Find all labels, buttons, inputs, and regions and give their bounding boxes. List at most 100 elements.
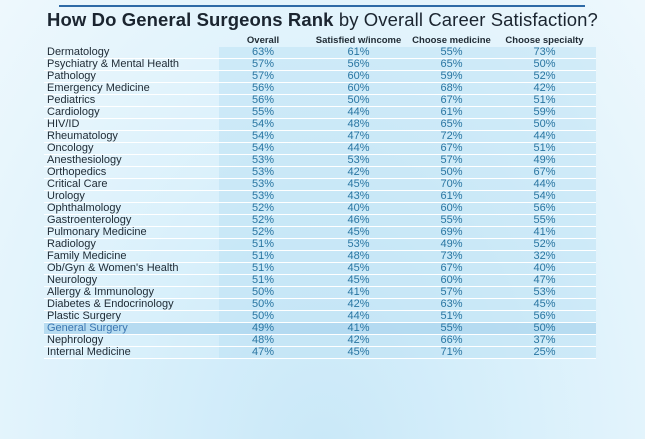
- satisfied-income-value: 61%: [307, 47, 410, 59]
- choose-medicine-value: 67%: [410, 142, 493, 155]
- specialty-name: Neurology: [44, 274, 219, 287]
- choose-medicine-value: 55%: [410, 322, 493, 335]
- specialty-name: Anesthesiology: [44, 154, 219, 167]
- choose-specialty-value: 73%: [493, 47, 596, 59]
- specialty-name: Emergency Medicine: [44, 82, 219, 95]
- choose-medicine-value: 61%: [410, 190, 493, 203]
- specialty-name: Gastroenterology: [44, 214, 219, 227]
- overall-value: 56%: [219, 82, 307, 95]
- satisfied-income-value: 56%: [307, 58, 410, 71]
- specialty-name: Critical Care: [44, 178, 219, 191]
- table-row: Diabetes & Endocrinology 50% 42% 63% 45%: [44, 298, 596, 311]
- overall-value: 49%: [219, 322, 307, 335]
- table-row: Internal Medicine 47% 45% 71% 25%: [44, 346, 596, 359]
- table-row: Pathology 57% 60% 59% 52%: [44, 70, 596, 83]
- table-row: Critical Care 53% 45% 70% 44%: [44, 178, 596, 191]
- specialty-name: Plastic Surgery: [44, 310, 219, 323]
- specialty-name: Rheumatology: [44, 130, 219, 143]
- choose-specialty-value: 55%: [493, 214, 596, 227]
- choose-medicine-value: 55%: [410, 47, 493, 59]
- header-overall: Overall: [246, 34, 280, 46]
- specialty-name: Family Medicine: [44, 250, 219, 263]
- choose-specialty-value: 45%: [493, 298, 596, 311]
- overall-value: 55%: [219, 106, 307, 119]
- table-row: Pulmonary Medicine 52% 45% 69% 41%: [44, 226, 596, 239]
- satisfied-income-value: 50%: [307, 94, 410, 107]
- overall-value: 51%: [219, 250, 307, 263]
- satisfied-income-value: 45%: [307, 226, 410, 239]
- choose-specialty-value: 41%: [493, 226, 596, 239]
- specialty-name: Nephrology: [44, 334, 219, 347]
- choose-specialty-value: 53%: [493, 286, 596, 299]
- choose-medicine-value: 66%: [410, 334, 493, 347]
- choose-medicine-value: 70%: [410, 178, 493, 191]
- overall-value: 52%: [219, 226, 307, 239]
- specialty-name: Pulmonary Medicine: [44, 226, 219, 239]
- satisfied-income-value: 45%: [307, 274, 410, 287]
- table-row: Dermatology 63% 61% 55% 73%: [44, 47, 596, 59]
- specialty-name: Diabetes & Endocrinology: [44, 298, 219, 311]
- specialty-name: Cardiology: [44, 106, 219, 119]
- choose-specialty-value: 47%: [493, 274, 596, 287]
- choose-medicine-value: 65%: [410, 118, 493, 131]
- choose-medicine-value: 49%: [410, 238, 493, 251]
- specialty-name: Allergy & Immunology: [44, 286, 219, 299]
- overall-value: 56%: [219, 94, 307, 107]
- specialty-name: Psychiatry & Mental Health: [44, 58, 219, 71]
- choose-medicine-value: 51%: [410, 310, 493, 323]
- specialty-name: Radiology: [44, 238, 219, 251]
- choose-specialty-value: 42%: [493, 82, 596, 95]
- satisfied-income-value: 53%: [307, 154, 410, 167]
- overall-value: 53%: [219, 166, 307, 179]
- table-row: Psychiatry & Mental Health 57% 56% 65% 50%: [44, 58, 596, 71]
- choose-medicine-value: 69%: [410, 226, 493, 239]
- choose-medicine-value: 59%: [410, 70, 493, 83]
- overall-value: 54%: [219, 130, 307, 143]
- table-row: Neurology 51% 45% 60% 47%: [44, 274, 596, 287]
- overall-value: 50%: [219, 286, 307, 299]
- satisfied-income-value: 42%: [307, 334, 410, 347]
- table-row: Emergency Medicine 56% 60% 68% 42%: [44, 82, 596, 95]
- title-rule: [59, 5, 585, 7]
- specialty-name: Dermatology: [44, 47, 219, 59]
- overall-value: 53%: [219, 154, 307, 167]
- chart-title-bold: How Do General Surgeons Rank: [47, 9, 334, 30]
- overall-value: 50%: [219, 298, 307, 311]
- choose-medicine-value: 65%: [410, 58, 493, 71]
- choose-medicine-value: 63%: [410, 298, 493, 311]
- overall-value: 47%: [219, 346, 307, 359]
- choose-specialty-value: 25%: [493, 346, 596, 359]
- overall-value: 52%: [219, 214, 307, 227]
- table-body: Dermatology 63% 61% 55% 73% Psychiatry & Ment…: [44, 47, 596, 359]
- table-row: Radiology 51% 53% 49% 52%: [44, 238, 596, 251]
- overall-value: 53%: [219, 178, 307, 191]
- specialty-name: Ophthalmology: [44, 202, 219, 215]
- table-row: Rheumatology 54% 47% 72% 44%: [44, 130, 596, 143]
- overall-value: 50%: [219, 310, 307, 323]
- satisfied-income-value: 44%: [307, 106, 410, 119]
- satisfied-income-value: 40%: [307, 202, 410, 215]
- table-row: Anesthesiology 53% 53% 57% 49%: [44, 154, 596, 167]
- choose-medicine-value: 73%: [410, 250, 493, 263]
- header-choose-medicine: Choose medicine: [412, 34, 491, 46]
- overall-value: 57%: [219, 70, 307, 83]
- choose-specialty-value: 52%: [493, 238, 596, 251]
- overall-value: 57%: [219, 58, 307, 71]
- satisfied-income-value: 53%: [307, 238, 410, 251]
- overall-value: 53%: [219, 190, 307, 203]
- table-row: Allergy & Immunology 50% 41% 57% 53%: [44, 286, 596, 299]
- specialty-name: Orthopedics: [44, 166, 219, 179]
- satisfied-income-value: 45%: [307, 262, 410, 275]
- satisfied-income-value: 41%: [307, 286, 410, 299]
- choose-specialty-value: 50%: [493, 322, 596, 335]
- choose-medicine-value: 60%: [410, 274, 493, 287]
- choose-specialty-value: 40%: [493, 262, 596, 275]
- choose-medicine-value: 61%: [410, 106, 493, 119]
- header-satisfied-income: Satisfied w/income: [315, 34, 402, 46]
- table-row: Oncology 54% 44% 67% 51%: [44, 142, 596, 155]
- choose-specialty-value: 32%: [493, 250, 596, 263]
- header-choose-specialty: Choose specialty: [505, 34, 584, 46]
- choose-medicine-value: 57%: [410, 154, 493, 167]
- satisfied-income-value: 45%: [307, 178, 410, 191]
- table-row: Nephrology 48% 42% 66% 37%: [44, 334, 596, 347]
